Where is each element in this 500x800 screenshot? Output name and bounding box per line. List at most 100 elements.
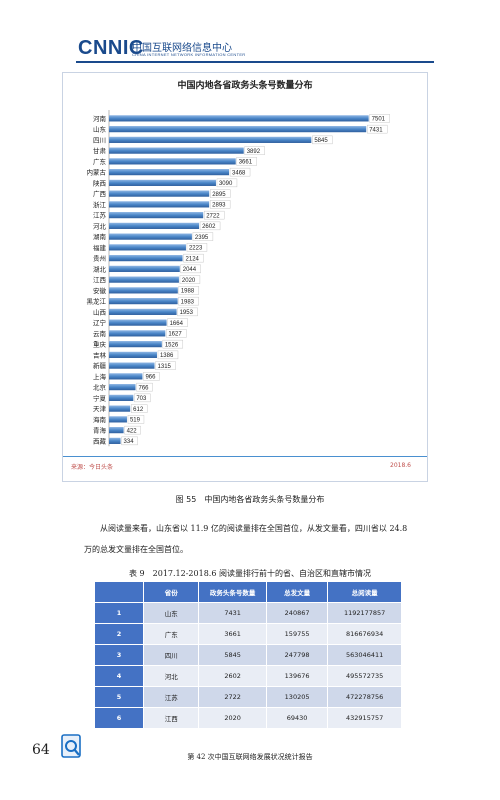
- read-count-cell: 1192177857: [327, 602, 402, 624]
- data-label-box: [157, 350, 179, 360]
- body-paragraph: 从阅读量来看，山东省以 11.9 亿的阅读量排在全国首位，从发文量看，四川省以 …: [84, 524, 408, 554]
- rank-cell: 6: [93, 707, 145, 729]
- page-header: CNNIC 中国互联网络信息中心 CHINA INTERNET NETWORK …: [0, 0, 500, 70]
- data-label-box: [130, 404, 148, 413]
- data-label: 7431: [369, 127, 383, 133]
- org-name-en: CHINA INTERNET NETWORK INFORMATION CENTE…: [132, 52, 246, 57]
- bar: [109, 147, 244, 154]
- bar: [109, 158, 236, 165]
- data-label: 1953: [180, 310, 194, 316]
- table-row: 3 四川 5845 247798 563046411: [93, 644, 402, 666]
- data-label-box: [178, 296, 199, 306]
- bar: [109, 405, 131, 412]
- data-label: 2893: [212, 203, 226, 209]
- data-label: 2223: [189, 246, 203, 252]
- bar: [109, 190, 210, 197]
- data-label: 2020: [182, 278, 196, 284]
- data-label-box: [229, 167, 251, 177]
- bar: [109, 308, 177, 315]
- data-label-box: [121, 436, 138, 446]
- category-label: 西藏: [93, 436, 107, 445]
- bar: [109, 126, 367, 133]
- data-label: 1627: [168, 332, 182, 338]
- data-label-box: [136, 382, 153, 392]
- province-cell: 山东: [143, 602, 200, 624]
- data-label: 703: [136, 396, 147, 402]
- data-label-box: [369, 114, 390, 123]
- bar: [109, 437, 121, 444]
- account-count-cell: 7431: [198, 602, 267, 624]
- data-label-box: [155, 361, 176, 370]
- rank-cell: 1: [93, 602, 145, 624]
- data-label-box: [244, 146, 265, 155]
- page-number: 64: [32, 742, 50, 758]
- data-label-box: [180, 264, 201, 274]
- post-count-cell: 130205: [265, 686, 329, 708]
- category-label: 吉林: [93, 350, 107, 359]
- data-label: 966: [145, 375, 156, 381]
- category-label: 宁夏: [93, 393, 107, 402]
- rank-cell: 3: [93, 644, 145, 666]
- data-label: 1664: [170, 321, 184, 327]
- rank-cell: 4: [93, 665, 145, 687]
- category-label: 青海: [93, 426, 107, 435]
- data-label-box: [209, 200, 231, 209]
- rank-cell: 2: [93, 623, 145, 645]
- bar: [109, 384, 136, 391]
- read-count-cell: 432915757: [327, 707, 402, 729]
- data-label: 1386: [160, 353, 174, 359]
- bar: [109, 233, 192, 240]
- data-label: 3090: [219, 181, 233, 187]
- data-label: 3661: [239, 160, 253, 166]
- table-row: 1 山东 7431 240867 1192177857: [93, 602, 402, 624]
- bar: [109, 298, 178, 305]
- bar: [109, 330, 166, 337]
- data-label: 2602: [202, 224, 216, 230]
- category-label: 河南: [93, 114, 107, 123]
- data-label-box: [312, 135, 333, 145]
- report-title: 第 42 次中国互联网络发展状况统计报告: [187, 753, 313, 761]
- post-count-cell: 159755: [265, 623, 329, 645]
- cnnic-logo: CNNIC: [78, 37, 144, 59]
- category-label: 福建: [93, 243, 107, 252]
- read-count-cell: 563046411: [327, 644, 402, 666]
- data-label-box: [162, 339, 184, 349]
- account-count-cell: 2602: [198, 665, 267, 687]
- province-cell: 江西: [143, 707, 200, 729]
- data-label: 334: [124, 439, 135, 445]
- category-label: 内蒙古: [87, 168, 107, 177]
- rank-cell: 5: [93, 686, 145, 708]
- bar: [109, 244, 186, 251]
- category-label: 北京: [93, 383, 107, 392]
- data-label-box: [216, 178, 238, 188]
- bar: [109, 212, 204, 219]
- category-label: 海南: [93, 415, 107, 424]
- data-label: 5845: [314, 138, 328, 144]
- table-row: 4 河北 2602 139676 495572735: [93, 665, 402, 687]
- figure-caption: 图 55 中国内地各省政务头条号数量分布: [175, 495, 325, 504]
- data-label-box: [367, 124, 388, 134]
- category-label: 云南: [93, 329, 107, 338]
- bar: [109, 276, 179, 283]
- province-cell: 四川: [143, 644, 200, 666]
- post-count-cell: 139676: [265, 665, 329, 687]
- chart-panel: 中国内地各省政务头条号数量分布 河南 7501 山东 7431 四川 5845 甘肃 3892…: [62, 72, 428, 482]
- read-count-cell: 472278756: [327, 686, 402, 708]
- data-label: 766: [139, 385, 150, 391]
- category-label: 山西: [93, 307, 107, 316]
- category-label: 河北: [93, 222, 107, 230]
- category-label: 江苏: [93, 211, 107, 220]
- data-label-box: [210, 189, 231, 198]
- data-label-box: [179, 275, 201, 284]
- data-label: 2124: [186, 256, 200, 262]
- table-header-cell: [93, 581, 145, 603]
- category-label: 天津: [93, 405, 107, 413]
- bar: [109, 136, 312, 143]
- province-cell: 江苏: [143, 686, 200, 708]
- table-row: 2 广东 3661 159755 816676934: [93, 623, 402, 645]
- data-label: 2895: [212, 192, 226, 198]
- bar: [109, 115, 369, 122]
- data-label: 7501: [372, 117, 386, 123]
- table-header-cell: 省份: [143, 581, 200, 603]
- data-label-box: [166, 329, 187, 338]
